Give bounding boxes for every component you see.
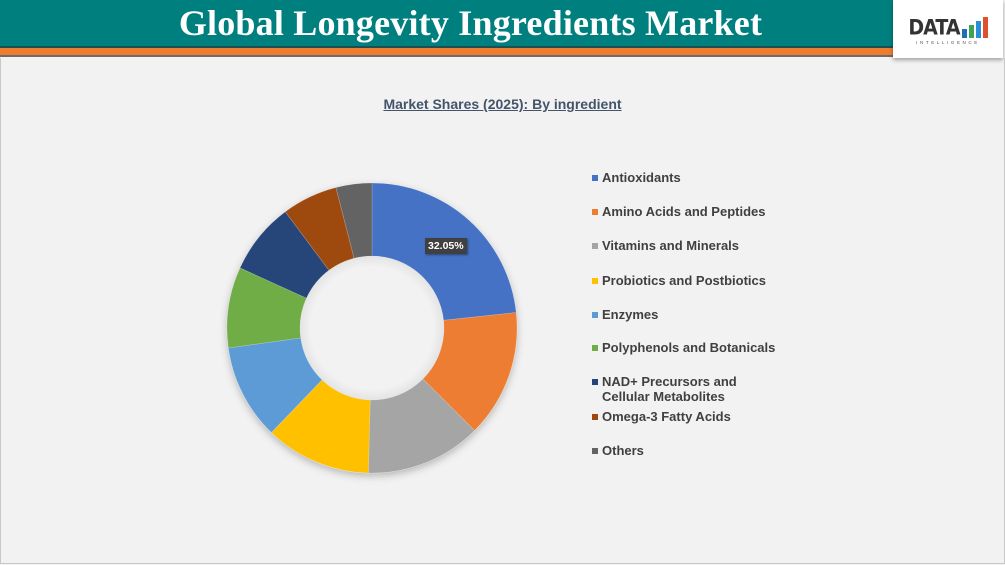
legend-item-nad-precursors[interactable]: NAD+ Precursors and Cellular Metabolites xyxy=(592,374,737,404)
legend-item-omega-3[interactable]: Omega-3 Fatty Acids xyxy=(592,409,731,424)
legend-swatch-icon xyxy=(592,209,598,215)
chart-title: Market Shares (2025): By ingredient xyxy=(383,96,622,112)
legend-swatch-icon xyxy=(592,175,598,181)
accent-stripe xyxy=(0,48,893,57)
legend-item-amino-acids[interactable]: Amino Acids and Peptides xyxy=(592,204,766,219)
legend-swatch-icon xyxy=(592,312,598,318)
legend-item-enzymes[interactable]: Enzymes xyxy=(592,307,658,322)
donut-chart xyxy=(226,182,518,474)
legend-swatch-icon xyxy=(592,243,598,249)
page-title: Global Longevity Ingredients Market xyxy=(178,3,763,43)
legend-item-vitamins[interactable]: Vitamins and Minerals xyxy=(592,238,739,253)
legend-swatch-icon xyxy=(592,345,598,351)
data-label-antioxidants: 32.05% xyxy=(425,238,467,254)
logo-bars-icon xyxy=(961,16,988,38)
logo-text: DATA xyxy=(908,15,960,40)
legend-swatch-icon xyxy=(592,414,598,420)
header: Global Longevity Ingredients Market DATA… xyxy=(0,0,1005,58)
legend-item-antioxidants[interactable]: Antioxidants xyxy=(592,170,681,185)
legend-swatch-icon xyxy=(592,448,598,454)
legend-item-polyphenols[interactable]: Polyphenols and Botanicals xyxy=(592,340,775,355)
legend-item-probiotics[interactable]: Probiotics and Postbiotics xyxy=(592,273,766,288)
logo: DATA INTELLIGENCE xyxy=(893,0,1003,58)
legend-swatch-icon xyxy=(592,278,598,284)
legend-swatch-icon xyxy=(592,379,598,385)
title-banner: Global Longevity Ingredients Market xyxy=(0,0,893,48)
legend-item-others[interactable]: Others xyxy=(592,443,644,458)
donut-hole xyxy=(300,256,444,400)
logo-subtext: INTELLIGENCE xyxy=(916,39,980,45)
